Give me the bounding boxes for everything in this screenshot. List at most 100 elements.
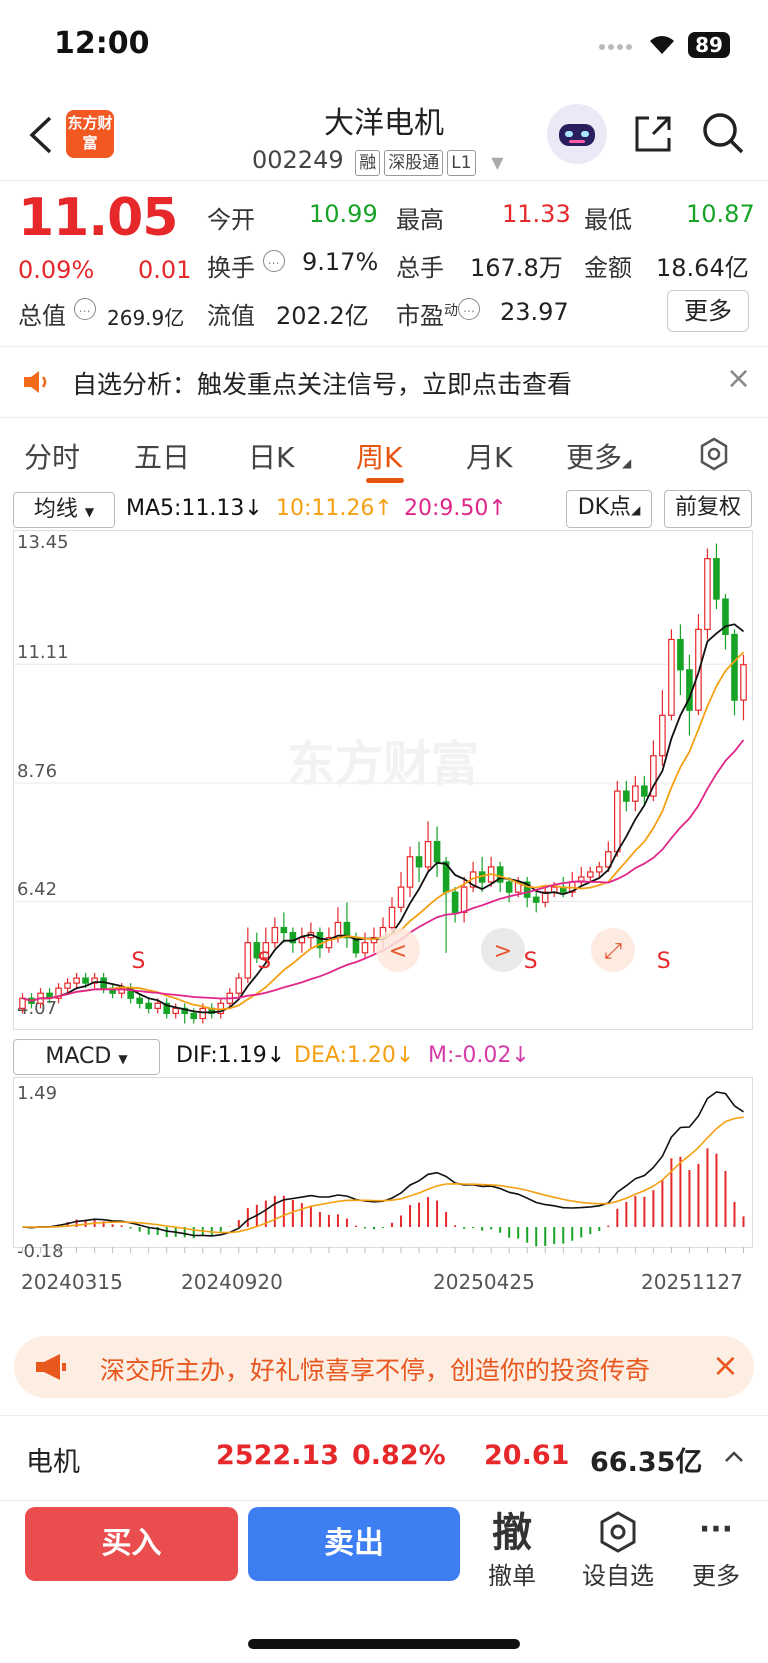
candle-body: [496, 866, 504, 883]
alert-text: 自选分析：触发重点关注信号，立即点击查看: [72, 370, 573, 399]
low-value: 10.87: [686, 200, 755, 228]
turnover-label: 换手 …: [207, 248, 285, 283]
status-time: 12:00: [54, 26, 150, 61]
tab-weekly-k[interactable]: 周K: [356, 441, 403, 474]
stock-code-row[interactable]: 002249 融深股通 L1 ▼: [252, 146, 504, 176]
close-icon[interactable]: ×: [726, 361, 752, 396]
mktcap-value: 269.9亿: [107, 306, 185, 330]
candle-body: [154, 1002, 161, 1009]
candle-body: [298, 937, 306, 944]
fullscreen-icon-glyph: ⤢: [604, 939, 622, 964]
gear-icon[interactable]: [696, 436, 732, 476]
close-icon[interactable]: ×: [712, 1346, 739, 1384]
tag-margin: 融: [355, 150, 381, 176]
candle-body: [406, 856, 414, 888]
candle-body: [433, 841, 441, 863]
back-button[interactable]: [26, 114, 56, 160]
add-watchlist-button[interactable]: 设自选: [573, 1510, 663, 1591]
info-icon[interactable]: …: [262, 250, 285, 272]
cancel-glyph-icon: 撤: [492, 1510, 532, 1556]
tag-level: L1: [447, 150, 476, 176]
candle-body: [316, 931, 324, 949]
candle-body: [424, 841, 432, 868]
candle-body: [623, 790, 630, 802]
fullscreen-icon: [591, 928, 635, 972]
candle-body: [686, 669, 693, 711]
open-label: 今开: [207, 206, 255, 234]
candle-body: [451, 891, 459, 913]
search-icon[interactable]: [700, 110, 746, 160]
signal-mark: S: [657, 949, 671, 974]
tab-monthly-k[interactable]: 月K: [466, 441, 513, 474]
candle-body: [19, 997, 26, 1009]
ma20-legend: 20:9.50↑: [404, 496, 507, 521]
info-icon[interactable]: …: [458, 298, 480, 320]
volume-label: 总手: [396, 254, 444, 282]
candle-body: [145, 1002, 152, 1009]
candle-body: [523, 881, 531, 898]
candle-body: [325, 937, 333, 949]
info-icon[interactable]: …: [73, 298, 96, 320]
candle-body: [343, 921, 351, 939]
candle-body: [199, 1007, 207, 1020]
change-percent: 0.09%: [18, 256, 95, 284]
float-label: 流值: [207, 302, 255, 330]
scroll-left-icon: [376, 928, 420, 972]
sell-button[interactable]: 卖出: [248, 1507, 460, 1581]
candle-body: [704, 558, 711, 630]
candle-body: [632, 785, 639, 802]
app-logo: 东方财富: [66, 110, 114, 158]
ma-select[interactable]: 均线 ▼: [13, 492, 115, 528]
candle-body: [370, 937, 378, 944]
candle-body: [262, 942, 270, 959]
candle-body: [595, 866, 603, 873]
candle-body: [614, 790, 621, 853]
candle-body: [361, 942, 369, 954]
tab-more[interactable]: 更多◢: [566, 441, 632, 474]
pe-value: 23.97: [500, 298, 569, 326]
share-icon[interactable]: [631, 112, 675, 160]
candle-body: [388, 906, 396, 929]
cancel-order-button[interactable]: 撤 撤单: [472, 1510, 552, 1591]
kline-chart[interactable]: 13.45 11.11 8.76 6.42 4.07 东方财富 S S S S < > ⤢: [13, 530, 753, 1030]
candle-body: [514, 881, 522, 893]
high-label: 最高: [396, 206, 444, 234]
candle-body: [118, 987, 125, 994]
tab-daily-k[interactable]: 日K: [248, 441, 295, 474]
last-price: 11.05: [18, 188, 178, 248]
speaker-icon: [22, 369, 50, 399]
candle-body: [91, 977, 98, 984]
more-quote-button[interactable]: 更多: [667, 290, 749, 332]
candle-body: [722, 598, 729, 636]
dk-button[interactable]: DK点◢: [566, 490, 652, 528]
macd-select[interactable]: MACD ▼: [13, 1039, 160, 1075]
candle-body: [289, 931, 297, 944]
y-tick-label: 4.07: [17, 998, 57, 1019]
signal-mark: S: [524, 949, 538, 974]
float-value: 202.2亿: [276, 302, 369, 330]
ma10-legend: 10:11.26↑: [276, 496, 393, 521]
chevron-up-icon[interactable]: [724, 1448, 744, 1467]
dea-line: [22, 1116, 744, 1234]
candle-body: [460, 886, 468, 913]
sector-name: 电机: [26, 1447, 80, 1478]
header-divider: [0, 180, 768, 181]
buy-button[interactable]: 买入: [25, 1507, 238, 1581]
candle-body: [641, 785, 648, 797]
signal-mark: S: [131, 949, 145, 974]
candle-body: [55, 987, 62, 999]
alert-bar[interactable]: 自选分析：触发重点关注信号，立即点击查看 ×: [0, 346, 768, 418]
assistant-avatar[interactable]: [547, 104, 607, 164]
more-actions-button[interactable]: ··· 更多: [676, 1510, 756, 1591]
adjust-button[interactable]: 前复权: [664, 490, 752, 528]
sector-row[interactable]: 电机 2522.13 0.82% 20.61 66.35亿: [0, 1415, 768, 1501]
candle-body: [235, 977, 243, 994]
active-tab-indicator: [366, 478, 404, 483]
y-tick-label: 13.45: [17, 532, 69, 553]
mktcap-label: 总值 …: [18, 296, 96, 331]
tab-five-day[interactable]: 五日: [134, 441, 191, 474]
promo-notice[interactable]: 深交所主办，好礼惊喜享不停，创造你的投资传奇 ×: [14, 1336, 754, 1398]
battery-icon: 89: [688, 32, 730, 58]
tab-intraday[interactable]: 分时: [24, 441, 81, 474]
